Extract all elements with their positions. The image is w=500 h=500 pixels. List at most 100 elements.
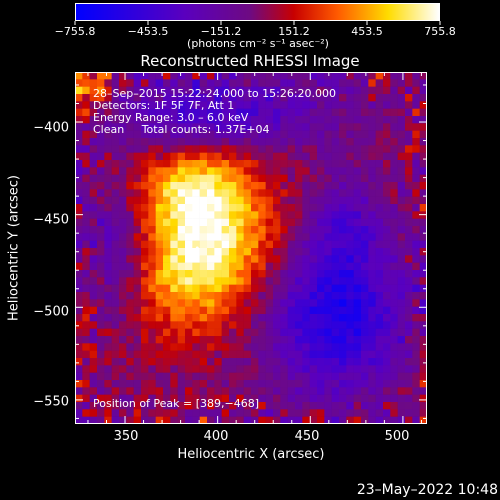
heatmap-cell bbox=[324, 196, 332, 205]
heatmap-cell bbox=[339, 270, 347, 278]
heatmap-cell bbox=[419, 262, 427, 271]
heatmap-cell bbox=[177, 314, 186, 322]
heatmap-cell bbox=[251, 328, 259, 337]
heatmap-cell bbox=[273, 343, 281, 351]
heatmap-cell bbox=[97, 211, 105, 219]
heatmap-cell bbox=[170, 380, 178, 388]
heatmap-cell bbox=[163, 343, 171, 351]
heatmap-cell bbox=[133, 233, 142, 241]
heatmap-cell bbox=[207, 196, 215, 205]
heatmap-cell bbox=[265, 262, 274, 271]
heatmap-cell bbox=[89, 218, 98, 227]
heatmap-cell bbox=[346, 409, 354, 417]
heatmap-cell bbox=[390, 328, 398, 337]
heatmap-cell bbox=[390, 174, 398, 183]
heatmap-cell bbox=[243, 284, 252, 293]
heatmap-cell bbox=[368, 86, 376, 95]
heatmap-cell bbox=[97, 343, 105, 351]
heatmap-cell bbox=[192, 255, 200, 263]
heatmap-cell bbox=[133, 160, 142, 168]
heatmap-cell bbox=[148, 226, 156, 234]
heatmap-cell bbox=[236, 284, 244, 293]
heatmap-cell bbox=[339, 233, 347, 241]
heatmap-cell bbox=[339, 306, 347, 315]
heatmap-cell bbox=[251, 101, 259, 109]
heatmap-cell bbox=[390, 138, 398, 146]
heatmap-cell bbox=[243, 196, 252, 205]
heatmap-cell bbox=[331, 204, 340, 212]
heatmap-cell bbox=[243, 218, 252, 227]
heatmap-cell bbox=[141, 380, 149, 388]
heatmap-cell bbox=[258, 372, 266, 381]
heatmap-cell bbox=[258, 358, 266, 366]
heatmap-cell bbox=[104, 328, 112, 337]
heatmap-cell bbox=[229, 336, 237, 344]
heatmap-cell bbox=[324, 270, 332, 278]
heatmap-cell bbox=[119, 123, 127, 131]
heatmap-cell bbox=[383, 358, 391, 366]
heatmap-cell bbox=[236, 189, 244, 197]
heatmap-cell bbox=[280, 240, 288, 249]
heatmap-cell bbox=[353, 336, 362, 344]
heatmap-cell bbox=[390, 130, 398, 139]
heatmap-cell bbox=[104, 387, 112, 395]
heatmap-cell bbox=[383, 160, 391, 168]
heatmap-cell bbox=[214, 336, 222, 344]
heatmap-cell bbox=[258, 108, 266, 117]
heatmap-cell bbox=[199, 145, 208, 153]
heatmap-cell bbox=[251, 284, 259, 293]
heatmap-cell bbox=[309, 152, 318, 161]
heatmap-cell bbox=[331, 218, 340, 227]
heatmap-cell bbox=[397, 204, 406, 212]
heatmap-cell bbox=[111, 72, 120, 80]
heatmap-cell bbox=[177, 79, 186, 87]
heatmap-cell bbox=[317, 86, 325, 95]
heatmap-cell bbox=[331, 145, 340, 153]
heatmap-cell bbox=[243, 145, 252, 153]
heatmap-cell bbox=[397, 233, 406, 241]
heatmap-cell bbox=[368, 402, 376, 410]
heatmap-cell bbox=[177, 387, 186, 395]
heatmap-cell bbox=[111, 226, 120, 234]
heatmap-cell bbox=[141, 167, 149, 175]
heatmap-cell bbox=[148, 86, 156, 95]
heatmap-cell bbox=[265, 94, 274, 102]
colorbar-label: 151.2 bbox=[278, 25, 310, 38]
heatmap-cell bbox=[390, 255, 398, 263]
heatmap-cell bbox=[155, 94, 164, 102]
heatmap-cell bbox=[390, 196, 398, 205]
heatmap-cell bbox=[302, 152, 310, 161]
heatmap-cell bbox=[75, 343, 83, 351]
heatmap-cell bbox=[390, 284, 398, 293]
heatmap-cell bbox=[199, 123, 208, 131]
heatmap-cell bbox=[236, 409, 244, 417]
heatmap-cell bbox=[339, 189, 347, 197]
heatmap-cell bbox=[397, 174, 406, 183]
heatmap-cell bbox=[243, 365, 252, 373]
heatmap-cell bbox=[309, 343, 318, 351]
heatmap-cell bbox=[258, 387, 266, 395]
heatmap-cell bbox=[207, 380, 215, 388]
heatmap-cell bbox=[104, 314, 112, 322]
heatmap-cell bbox=[397, 248, 406, 256]
heatmap-cell bbox=[119, 306, 127, 315]
heatmap-cell bbox=[287, 108, 296, 117]
heatmap-cell bbox=[375, 306, 384, 315]
heatmap-cell bbox=[258, 365, 266, 373]
heatmap-cell bbox=[273, 72, 281, 80]
heatmap-cell bbox=[397, 358, 406, 366]
heatmap-cell bbox=[317, 240, 325, 249]
heatmap-cell bbox=[104, 262, 112, 271]
heatmap-cell bbox=[405, 226, 413, 234]
heatmap-cell bbox=[163, 380, 171, 388]
heatmap-cell bbox=[405, 130, 413, 139]
heatmap-cell bbox=[383, 233, 391, 241]
heatmap-cell bbox=[221, 211, 230, 219]
heatmap-cell bbox=[383, 365, 391, 373]
heatmap-cell bbox=[119, 394, 127, 403]
heatmap-cell bbox=[375, 204, 384, 212]
heatmap-cell bbox=[170, 321, 178, 329]
heatmap-cell bbox=[126, 240, 134, 249]
heatmap-cell bbox=[339, 409, 347, 417]
heatmap-cell bbox=[317, 123, 325, 131]
